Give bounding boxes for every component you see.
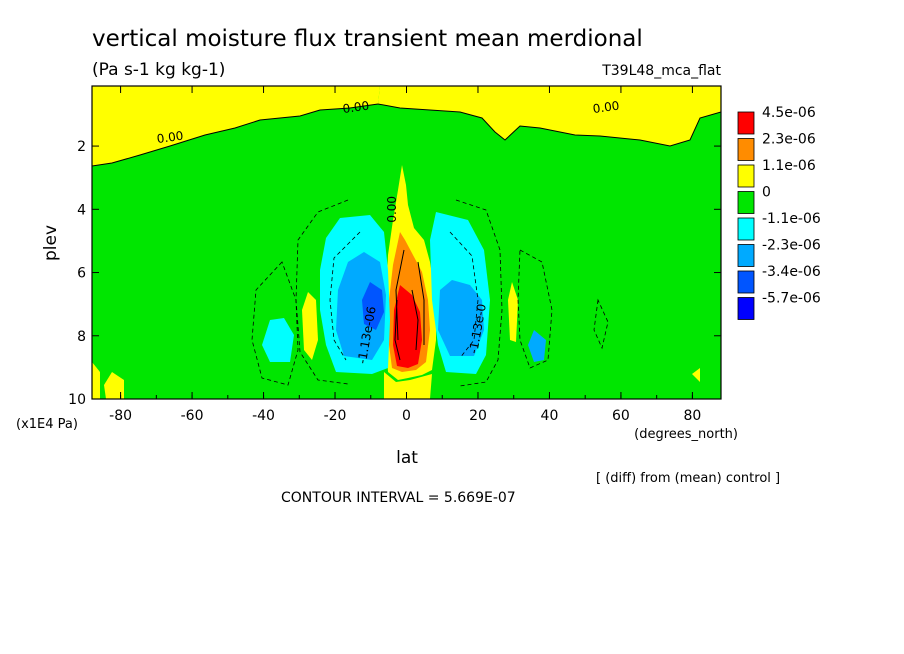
negative-patch-south-40 (262, 318, 294, 362)
negative-lobe-south-deep (362, 282, 384, 330)
positive-base-yellow (384, 372, 432, 399)
positive-patch-south-80 (104, 372, 124, 399)
x-tick-label: -60 (181, 408, 204, 424)
positive-patch-north-30 (508, 282, 518, 342)
x-tick-label: 80 (683, 408, 701, 424)
legend-label: -5.7e-06 (762, 291, 821, 307)
legend-swatch (737, 164, 755, 188)
legend-label: 1.1e-06 (762, 158, 816, 174)
x-tick-label: -80 (109, 408, 132, 424)
contour-label: 0.00 (385, 196, 399, 223)
x-tick-label: 40 (541, 408, 559, 424)
contour-interval: CONTOUR INTERVAL = 5.669E-07 (281, 490, 516, 506)
positive-region-top-left (92, 86, 380, 166)
legend-swatch (737, 217, 755, 241)
y-tick-label: 6 (77, 266, 86, 282)
x-axis-units: (degrees_north) (634, 427, 738, 442)
y-axis: 2 4 6 8 10 (68, 139, 721, 408)
contour-label: 0.00 (592, 99, 620, 117)
positive-core-contours (394, 249, 425, 361)
legend-swatch (737, 191, 755, 214)
legend-label: 4.5e-06 (762, 105, 816, 121)
legend-swatch (737, 111, 755, 135)
run-label: T39L48_mca_flat (601, 63, 721, 79)
difference-note: [ (diff) from (mean) control ] (596, 471, 780, 486)
positive-patch-south-88 (92, 362, 100, 399)
negative-contour-lines (251, 199, 609, 387)
legend-label: -3.4e-06 (762, 264, 821, 280)
x-axis: -80 -60 -40 -20 0 20 40 60 80 (109, 86, 701, 424)
negative-patch-north-37 (528, 330, 546, 362)
x-tick-label: -20 (324, 408, 347, 424)
positive-patch-south-28 (302, 292, 318, 360)
chart-units: (Pa s-1 kg kg-1) (92, 60, 225, 80)
chart-title: vertical moisture flux transient mean me… (92, 26, 643, 52)
x-tick-label: 60 (612, 408, 630, 424)
negative-lobe-south-mid (336, 252, 386, 360)
legend-label: -1.1e-06 (762, 211, 821, 227)
plot-area: 0.000.00 0.000.00-1.13e-06 -1.13e-0 (92, 86, 721, 399)
legend-label: -2.3e-06 (762, 238, 821, 254)
x-axis-label: lat (396, 448, 418, 468)
y-tick-label: 4 (77, 202, 86, 218)
legend-swatch (737, 297, 755, 320)
positive-region-top-right (378, 86, 721, 146)
legend-swatch (737, 270, 755, 294)
y-tick-label: 2 (77, 139, 86, 155)
color-legend: 4.5e-06 2.3e-06 1.1e-06 0 -1.1e-06 -2.3e-06 -3… (737, 105, 821, 320)
positive-patch-north-80 (692, 368, 700, 382)
contour-label: 0.00 (156, 129, 184, 147)
legend-label: 2.3e-06 (762, 132, 816, 148)
legend-swatch (737, 244, 755, 267)
zero-contour-lines (92, 103, 721, 167)
legend-label: 0 (762, 185, 771, 201)
contour-label: 0.00 (342, 99, 370, 117)
x-tick-label: -40 (252, 408, 275, 424)
x-tick-label: 0 (402, 408, 411, 424)
negative-lobe-north-mid (438, 280, 484, 356)
legend-swatch (737, 138, 755, 161)
x-tick-label: 20 (469, 408, 487, 424)
y-axis-label: plev (41, 225, 61, 261)
y-tick-label: 10 (68, 392, 86, 408)
y-tick-label: 8 (77, 329, 86, 345)
y-axis-units: (x1E4 Pa) (16, 417, 78, 432)
